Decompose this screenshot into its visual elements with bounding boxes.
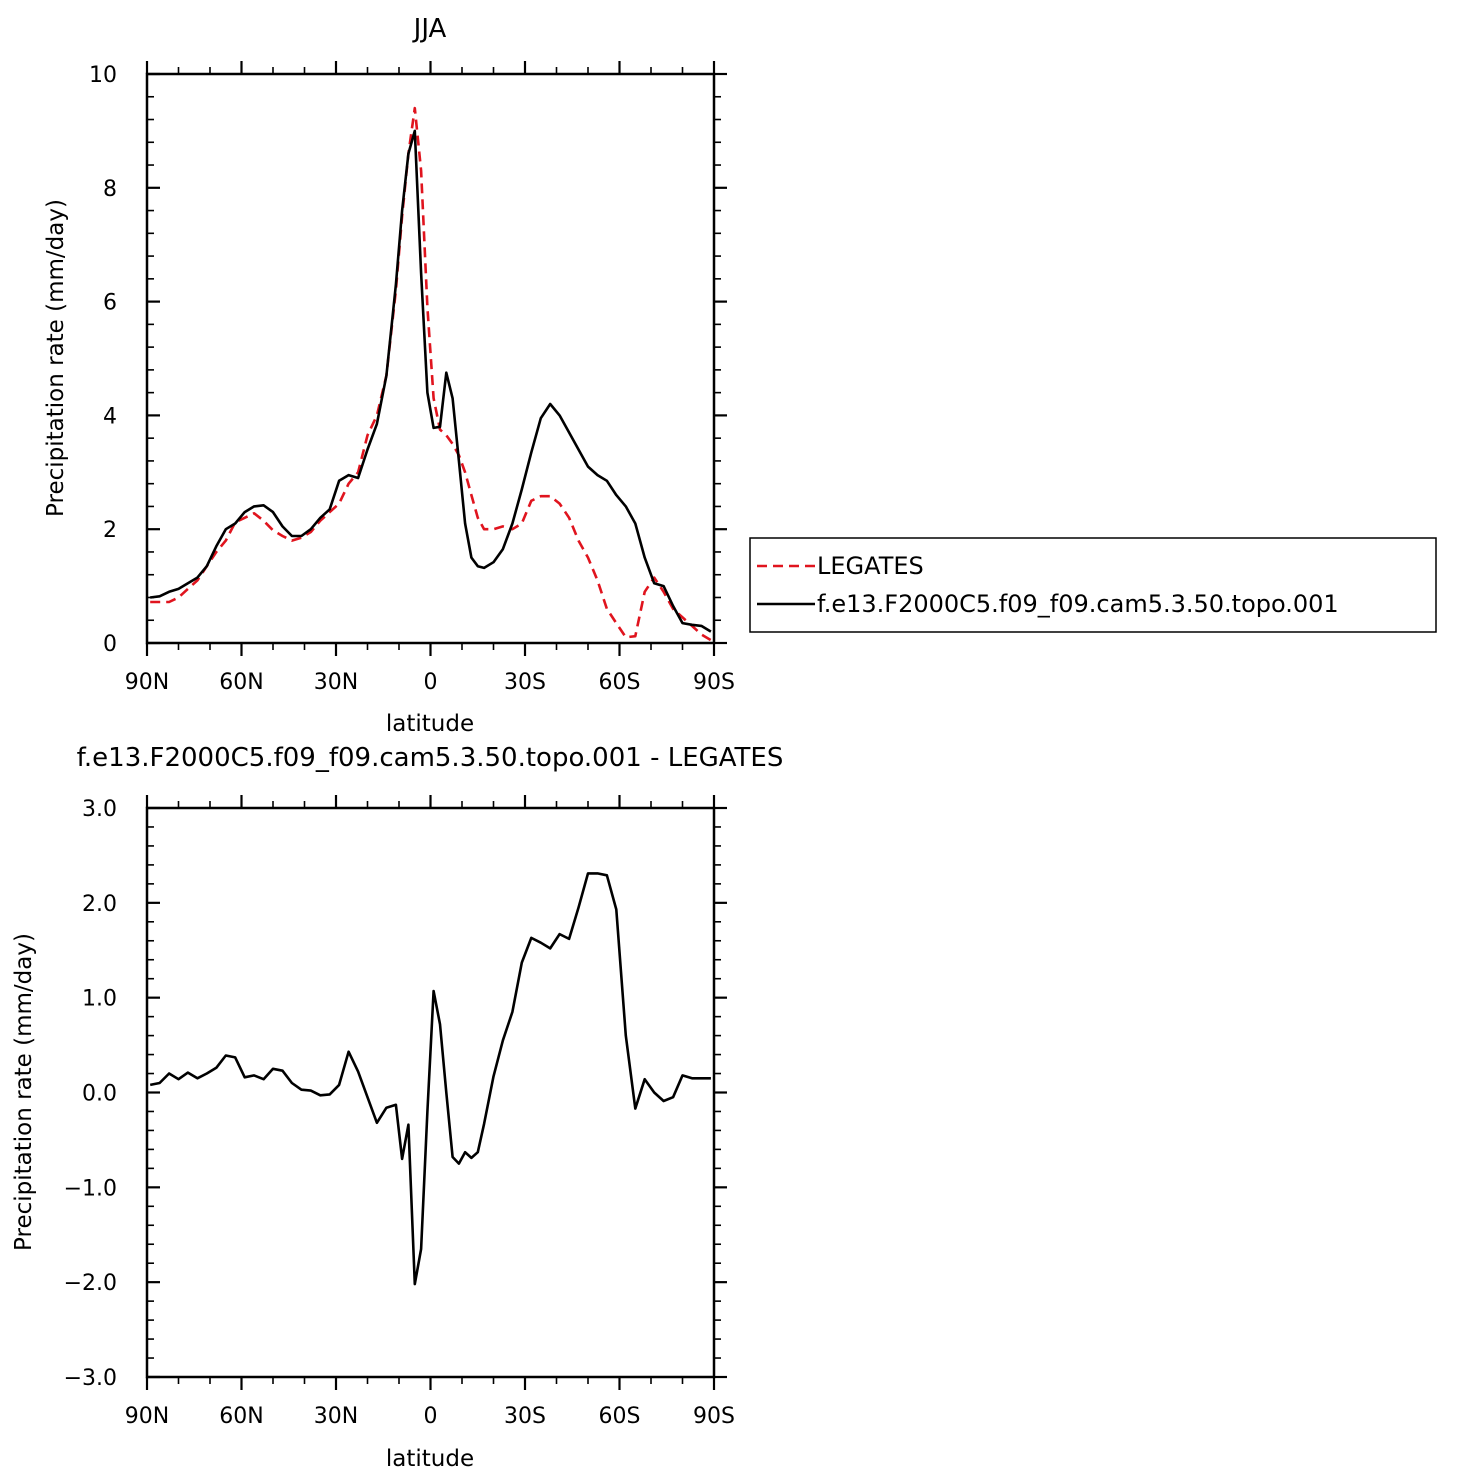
axis-ticks xyxy=(145,61,727,656)
series-lines xyxy=(149,872,711,1286)
y-tick-label: −1.0 xyxy=(64,1176,117,1201)
y-axis-label: Precipitation rate (mm/day) xyxy=(43,199,69,517)
plot-frame xyxy=(145,72,716,645)
chart-panel-seasonal: JJA 90N 60N 30N 0 30S 60S 90S 0 2 4 6 8 10 latitude… xyxy=(43,14,735,737)
y-tick-label: 1.0 xyxy=(82,987,117,1012)
x-tick-label: 30S xyxy=(504,670,546,695)
x-axis-label: latitude xyxy=(386,1446,474,1472)
legend-label-legates: LEGATES xyxy=(817,552,924,580)
x-tick-label: 90N xyxy=(125,670,169,695)
y-tick-label: 3.0 xyxy=(82,797,117,822)
x-tick-label: 0 xyxy=(424,1404,438,1429)
y-tick-labels: 0 2 4 6 8 10 xyxy=(89,63,117,657)
y-axis-label: Precipitation rate (mm/day) xyxy=(11,933,37,1251)
y-tick-labels: −3.0 −2.0 −1.0 0.0 1.0 2.0 3.0 xyxy=(64,797,117,1391)
y-tick-label: 4 xyxy=(103,404,117,429)
legend-frame xyxy=(749,537,1437,633)
y-tick-label: 0 xyxy=(103,632,117,657)
y-tick-label: −2.0 xyxy=(64,1271,117,1296)
y-tick-label: 2.0 xyxy=(82,892,117,917)
y-tick-label: 8 xyxy=(103,177,117,202)
series-line-difference xyxy=(149,872,711,1286)
y-tick-label: −3.0 xyxy=(64,1366,117,1391)
series-lines xyxy=(150,106,712,642)
x-tick-label: 90S xyxy=(693,1404,735,1429)
chart-title: f.e13.F2000C5.f09_f09.cam5.3.50.topo.001… xyxy=(77,743,784,773)
plot-frame xyxy=(145,806,716,1379)
x-tick-labels: 90N 60N 30N 0 30S 60S 90S xyxy=(125,670,735,695)
x-tick-label: 30N xyxy=(314,670,358,695)
x-tick-label: 90S xyxy=(693,670,735,695)
series-line-legates xyxy=(150,106,712,642)
y-tick-label: 2 xyxy=(103,518,117,543)
y-tick-label: 0.0 xyxy=(82,1082,117,1107)
x-tick-label: 0 xyxy=(424,670,438,695)
x-tick-labels: 90N 60N 30N 0 30S 60S 90S xyxy=(125,1404,735,1429)
series-line-model xyxy=(150,129,712,633)
x-tick-label: 60N xyxy=(219,1404,263,1429)
y-tick-label: 10 xyxy=(89,63,117,88)
chart-panel-difference: f.e13.F2000C5.f09_f09.cam5.3.50.topo.001… xyxy=(11,743,783,1472)
legend-label-model: f.e13.F2000C5.f09_f09.cam5.3.50.topo.001 xyxy=(817,590,1339,618)
x-tick-label: 30S xyxy=(504,1404,546,1429)
x-tick-label: 60N xyxy=(219,670,263,695)
x-tick-label: 60S xyxy=(599,670,641,695)
axis-ticks xyxy=(145,795,727,1390)
x-tick-label: 30N xyxy=(314,1404,358,1429)
chart-title: JJA xyxy=(412,14,447,44)
x-tick-label: 60S xyxy=(599,1404,641,1429)
x-tick-label: 90N xyxy=(125,1404,169,1429)
legend: LEGATES f.e13.F2000C5.f09_f09.cam5.3.50.… xyxy=(749,537,1437,633)
x-axis-label: latitude xyxy=(386,711,474,737)
y-tick-label: 6 xyxy=(103,291,117,316)
